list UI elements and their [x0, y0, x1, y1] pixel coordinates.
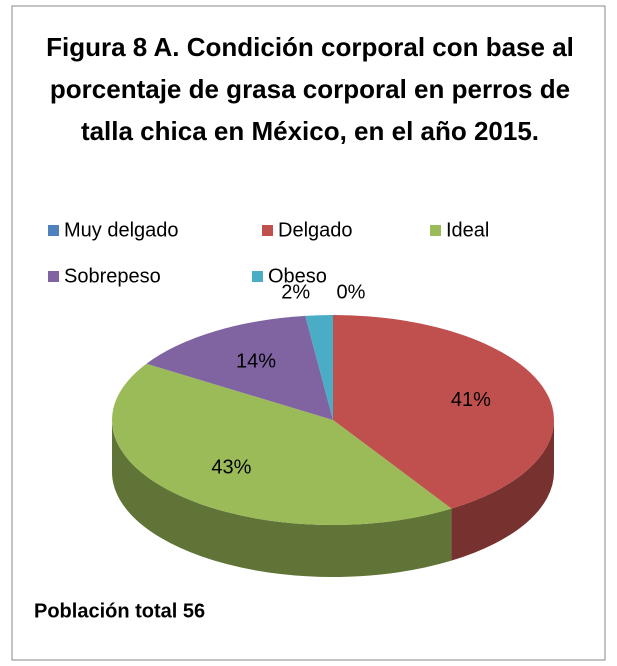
- data-label: 14%: [236, 351, 276, 373]
- legend-swatch: [262, 225, 273, 236]
- legend-swatch: [48, 225, 59, 236]
- legend-swatch: [252, 271, 263, 282]
- data-label: 43%: [211, 457, 251, 479]
- data-label: 2%: [281, 281, 310, 303]
- legend-swatch: [48, 271, 59, 282]
- legend-label: Sobrepeso: [64, 265, 161, 287]
- pie-slice: [112, 363, 452, 525]
- chart-title: Figura 8 A. Condición corporal con base …: [46, 32, 574, 146]
- pie-side: [451, 420, 554, 561]
- note: Población total 56: [34, 600, 205, 622]
- pie-slice: [305, 315, 333, 420]
- legend-swatch: [430, 225, 441, 236]
- pie-slice: [146, 315, 333, 420]
- legend-label: Delgado: [278, 219, 353, 241]
- legend-label: Ideal: [446, 219, 489, 241]
- legend-label: Obeso: [268, 265, 327, 287]
- pie-side: [111, 420, 452, 577]
- legend-label: Muy delgado: [64, 219, 179, 241]
- pie-slice: [333, 315, 555, 509]
- data-label: 0%: [337, 281, 366, 303]
- data-label: 41%: [451, 389, 491, 411]
